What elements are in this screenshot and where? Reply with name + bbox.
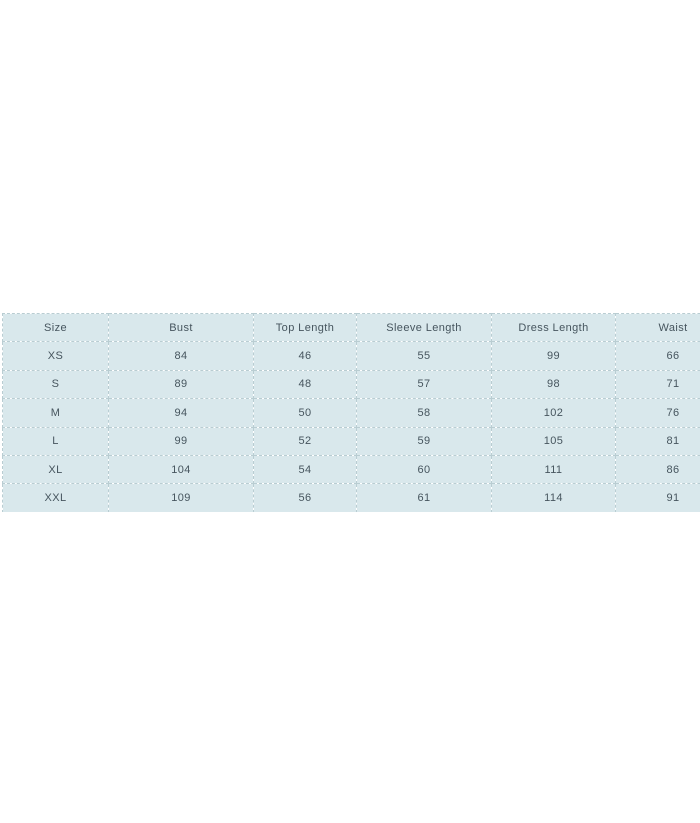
cell-sleeve-length: 61	[356, 483, 492, 512]
cell-size: XXL	[2, 483, 109, 512]
cell-bust: 84	[108, 341, 254, 371]
cell-dress-length: 98	[491, 369, 616, 400]
cell-size: XL	[2, 454, 109, 485]
cell-size: L	[2, 426, 109, 456]
cell-waist: 91	[615, 483, 700, 512]
column-header-dress-length: Dress Length	[491, 313, 616, 343]
size-chart-table: Size Bust Top Length Sleeve Length Dress…	[2, 313, 700, 512]
table-row-xl: XL 104 54 60 111 86	[2, 454, 700, 485]
cell-waist: 86	[615, 454, 700, 485]
cell-waist: 76	[615, 398, 700, 428]
cell-sleeve-length: 55	[356, 341, 492, 371]
column-header-waist: Waist	[615, 313, 700, 343]
cell-dress-length: 99	[491, 341, 616, 371]
cell-top-length: 50	[253, 398, 357, 428]
column-header-sleeve-length: Sleeve Length	[356, 313, 492, 343]
cell-size: S	[2, 369, 109, 400]
cell-size: XS	[2, 341, 109, 371]
table-row-s: S 89 48 57 98 71	[2, 369, 700, 400]
cell-bust: 104	[108, 454, 254, 485]
table-row-xs: XS 84 46 55 99 66	[2, 341, 700, 371]
cell-dress-length: 114	[491, 483, 616, 512]
cell-sleeve-length: 60	[356, 454, 492, 485]
table-row-l: L 99 52 59 105 81	[2, 426, 700, 456]
cell-waist: 81	[615, 426, 700, 456]
cell-bust: 109	[108, 483, 254, 512]
cell-size: M	[2, 398, 109, 428]
cell-top-length: 46	[253, 341, 357, 371]
cell-bust: 89	[108, 369, 254, 400]
size-chart-viewport: Size Bust Top Length Sleeve Length Dress…	[0, 313, 700, 512]
column-header-bust: Bust	[108, 313, 254, 343]
table-row-xxl: XXL 109 56 61 114 91	[2, 483, 700, 512]
cell-top-length: 52	[253, 426, 357, 456]
cell-sleeve-length: 58	[356, 398, 492, 428]
cell-dress-length: 105	[491, 426, 616, 456]
cell-top-length: 56	[253, 483, 357, 512]
cell-waist: 71	[615, 369, 700, 400]
cell-bust: 94	[108, 398, 254, 428]
cell-top-length: 54	[253, 454, 357, 485]
cell-dress-length: 111	[491, 454, 616, 485]
cell-dress-length: 102	[491, 398, 616, 428]
cell-waist: 66	[615, 341, 700, 371]
cell-top-length: 48	[253, 369, 357, 400]
table-row-m: M 94 50 58 102 76	[2, 398, 700, 428]
cell-sleeve-length: 59	[356, 426, 492, 456]
cell-bust: 99	[108, 426, 254, 456]
column-header-size: Size	[2, 313, 109, 343]
cell-sleeve-length: 57	[356, 369, 492, 400]
table-header-row: Size Bust Top Length Sleeve Length Dress…	[2, 313, 700, 343]
column-header-top-length: Top Length	[253, 313, 357, 343]
